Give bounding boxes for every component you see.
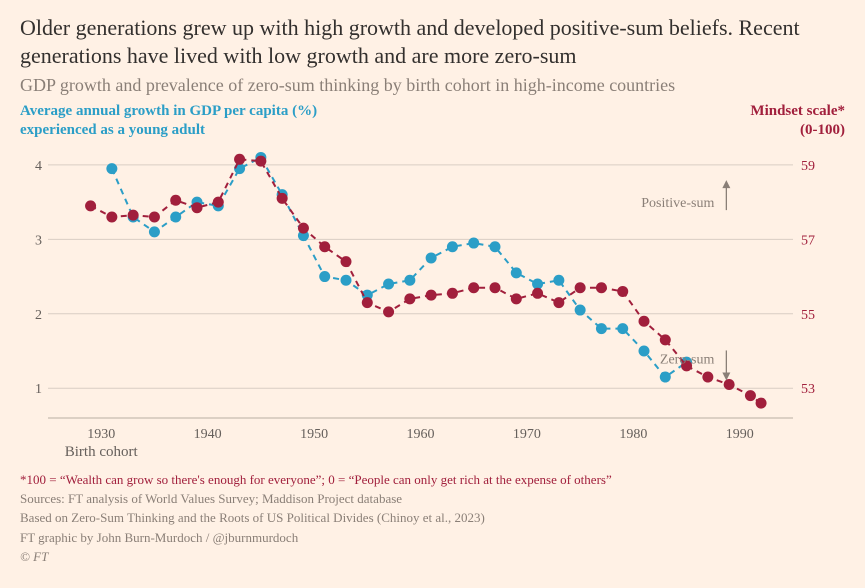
source-2: Based on Zero-Sum Thinking and the Roots… bbox=[20, 509, 845, 527]
svg-text:Birth cohort: Birth cohort bbox=[65, 444, 139, 460]
svg-text:4: 4 bbox=[35, 158, 42, 173]
svg-text:1930: 1930 bbox=[87, 427, 115, 442]
footnote: *100 = “Wealth can grow so there's enoug… bbox=[20, 472, 845, 488]
svg-text:3: 3 bbox=[35, 233, 42, 248]
svg-text:55: 55 bbox=[801, 307, 815, 322]
legend-right-1: Mindset scale* bbox=[750, 103, 845, 119]
chart-title: Older generations grew up with high grow… bbox=[20, 14, 845, 69]
legend-right: Mindset scale* (0-100) bbox=[750, 102, 845, 140]
svg-text:1950: 1950 bbox=[300, 427, 328, 442]
chart-svg: 1 2 3 4 53 55 57 59 1930 1940 1950 1960 1970 1980 1990… bbox=[20, 144, 845, 464]
svg-text:1960: 1960 bbox=[407, 427, 435, 442]
chart-subtitle: GDP growth and prevalence of zero-sum th… bbox=[20, 75, 845, 96]
legend-right-2: (0-100) bbox=[800, 122, 845, 138]
svg-text:57: 57 bbox=[801, 233, 815, 248]
svg-text:2: 2 bbox=[35, 307, 42, 322]
svg-text:1980: 1980 bbox=[619, 427, 647, 442]
legend-left: Average annual growth in GDP per capita … bbox=[20, 102, 380, 140]
source-4: © FT bbox=[20, 548, 845, 566]
svg-text:Positive-sum: Positive-sum bbox=[641, 196, 714, 211]
svg-text:1: 1 bbox=[35, 382, 42, 397]
chart-area: 1 2 3 4 53 55 57 59 1930 1940 1950 1960 1970 1980 1990… bbox=[20, 144, 845, 464]
svg-text:Zero-sum: Zero-sum bbox=[660, 352, 715, 367]
svg-text:1970: 1970 bbox=[513, 427, 541, 442]
svg-text:1990: 1990 bbox=[726, 427, 754, 442]
source-3: FT graphic by John Burn-Murdoch / @jburn… bbox=[20, 529, 845, 547]
svg-text:59: 59 bbox=[801, 158, 815, 173]
svg-text:1940: 1940 bbox=[194, 427, 222, 442]
source-1: Sources: FT analysis of World Values Sur… bbox=[20, 490, 845, 508]
svg-text:53: 53 bbox=[801, 382, 815, 397]
